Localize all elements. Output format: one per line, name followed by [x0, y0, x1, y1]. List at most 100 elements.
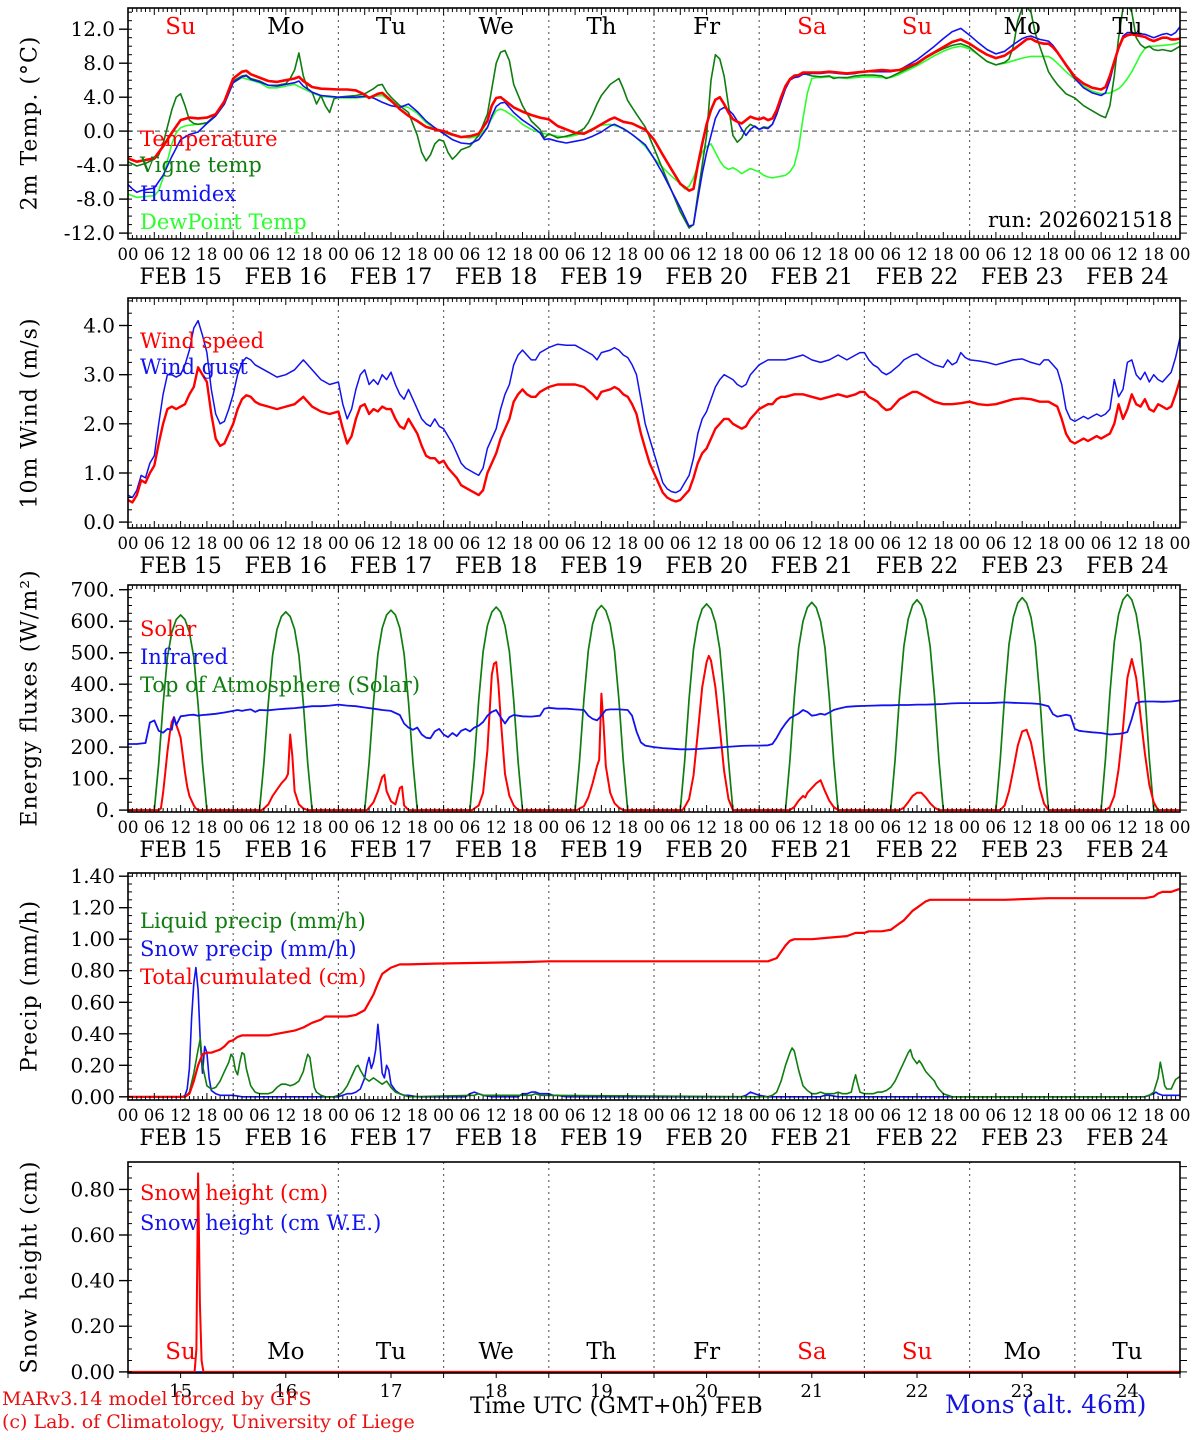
svg-text:19: 19 — [590, 1381, 613, 1402]
legend-humidex: Humidex — [140, 182, 237, 206]
y-axis-title-temperature: 2m Temp. (°C) — [17, 35, 43, 211]
svg-text:Mo: Mo — [267, 1339, 304, 1365]
svg-text:1.00: 1.00 — [70, 927, 115, 951]
svg-text:18: 18 — [302, 245, 323, 264]
legend-dewpoint-temp: DewPoint Temp — [140, 210, 307, 234]
svg-text:18: 18 — [617, 1106, 638, 1125]
svg-text:FEB 20: FEB 20 — [665, 1126, 747, 1151]
svg-text:18: 18 — [828, 818, 849, 837]
legend-vigne-temp: Vigne temp — [140, 153, 262, 177]
legend-toa: Top of Atmosphere (Solar) — [140, 673, 421, 697]
svg-text:12: 12 — [381, 245, 402, 264]
svg-text:FEB 20: FEB 20 — [665, 265, 747, 290]
svg-text:0.40: 0.40 — [70, 1022, 115, 1046]
svg-text:Mo: Mo — [1003, 1339, 1040, 1365]
svg-text:300.: 300. — [70, 704, 115, 728]
svg-text:06: 06 — [775, 245, 796, 264]
svg-text:00: 00 — [538, 245, 559, 264]
svg-text:06: 06 — [249, 818, 270, 837]
svg-text:00: 00 — [223, 245, 244, 264]
svg-text:FEB 16: FEB 16 — [245, 265, 327, 290]
svg-text:18: 18 — [617, 818, 638, 837]
svg-text:06: 06 — [880, 1106, 901, 1125]
legend-liquid-precip: Liquid precip (mm/h) — [140, 909, 366, 933]
footer-model-credit: MARv3.14 model forced by GFS — [2, 1388, 312, 1410]
svg-text:18: 18 — [1038, 245, 1059, 264]
svg-text:00: 00 — [328, 245, 349, 264]
svg-text:00: 00 — [644, 534, 665, 553]
svg-text:700.: 700. — [70, 578, 115, 602]
svg-text:18: 18 — [302, 534, 323, 553]
svg-text:00: 00 — [118, 1106, 139, 1125]
svg-text:We: We — [479, 14, 514, 40]
svg-text:12: 12 — [696, 1106, 717, 1125]
svg-text:12: 12 — [591, 1106, 612, 1125]
svg-text:FEB 16: FEB 16 — [245, 1126, 327, 1151]
svg-text:12.0: 12.0 — [70, 17, 115, 41]
svg-text:00: 00 — [328, 818, 349, 837]
svg-text:2.0: 2.0 — [83, 412, 115, 436]
svg-text:20: 20 — [695, 1381, 718, 1402]
svg-text:00: 00 — [1064, 818, 1085, 837]
svg-text:00: 00 — [1064, 534, 1085, 553]
svg-text:FEB 17: FEB 17 — [350, 838, 432, 863]
svg-text:12: 12 — [275, 1106, 296, 1125]
svg-text:18: 18 — [302, 818, 323, 837]
svg-text:FEB 15: FEB 15 — [139, 1126, 221, 1151]
svg-text:12: 12 — [170, 818, 191, 837]
svg-text:18: 18 — [196, 245, 217, 264]
svg-text:0.00: 0.00 — [70, 1360, 115, 1384]
svg-text:Tu: Tu — [1112, 14, 1142, 40]
svg-text:06: 06 — [670, 1106, 691, 1125]
svg-text:00: 00 — [433, 1106, 454, 1125]
svg-text:18: 18 — [1038, 1106, 1059, 1125]
svg-text:0.: 0. — [96, 798, 115, 822]
svg-text:18: 18 — [933, 818, 954, 837]
svg-text:12: 12 — [486, 1106, 507, 1125]
legend-total-cumulated: Total cumulated (cm) — [140, 965, 367, 989]
svg-text:FEB 22: FEB 22 — [876, 554, 958, 579]
svg-text:00: 00 — [854, 534, 875, 553]
svg-text:12: 12 — [1117, 1106, 1138, 1125]
station-label: Mons (alt. 46m) — [945, 1390, 1147, 1419]
svg-text:Su: Su — [165, 14, 196, 40]
svg-text:12: 12 — [907, 1106, 928, 1125]
svg-text:12: 12 — [275, 534, 296, 553]
svg-text:24: 24 — [1116, 1381, 1139, 1402]
svg-text:06: 06 — [565, 534, 586, 553]
svg-text:12: 12 — [486, 245, 507, 264]
svg-text:00: 00 — [749, 818, 770, 837]
svg-text:06: 06 — [459, 245, 480, 264]
svg-text:Th: Th — [586, 14, 616, 40]
svg-text:18: 18 — [933, 245, 954, 264]
svg-text:Su: Su — [902, 1339, 933, 1365]
x-axis-title: Time UTC (GMT+0h) FEB — [470, 1394, 763, 1419]
svg-text:12: 12 — [696, 534, 717, 553]
svg-text:06: 06 — [985, 1106, 1006, 1125]
svg-text:00: 00 — [328, 534, 349, 553]
svg-text:0.00: 0.00 — [70, 1085, 115, 1109]
svg-text:00: 00 — [644, 1106, 665, 1125]
svg-text:06: 06 — [1091, 818, 1112, 837]
svg-text:12: 12 — [486, 534, 507, 553]
svg-text:00: 00 — [959, 534, 980, 553]
svg-text:0.0: 0.0 — [83, 119, 115, 143]
svg-text:00: 00 — [328, 1106, 349, 1125]
svg-text:8.0: 8.0 — [83, 51, 115, 75]
svg-text:06: 06 — [354, 1106, 375, 1125]
svg-text:18: 18 — [407, 1106, 428, 1125]
svg-text:00: 00 — [1064, 1106, 1085, 1125]
svg-text:FEB 15: FEB 15 — [139, 838, 221, 863]
svg-text:00: 00 — [538, 1106, 559, 1125]
svg-text:06: 06 — [565, 245, 586, 264]
svg-text:18: 18 — [722, 534, 743, 553]
svg-text:06: 06 — [985, 245, 1006, 264]
footer-copyright: (c) Lab. of Climatology, University of L… — [2, 1411, 415, 1433]
svg-text:06: 06 — [144, 245, 165, 264]
legend-wind-gust: Wind gust — [140, 355, 248, 379]
svg-text:18: 18 — [933, 534, 954, 553]
svg-text:100.: 100. — [70, 767, 115, 791]
svg-text:0.20: 0.20 — [70, 1053, 115, 1077]
svg-text:12: 12 — [381, 534, 402, 553]
